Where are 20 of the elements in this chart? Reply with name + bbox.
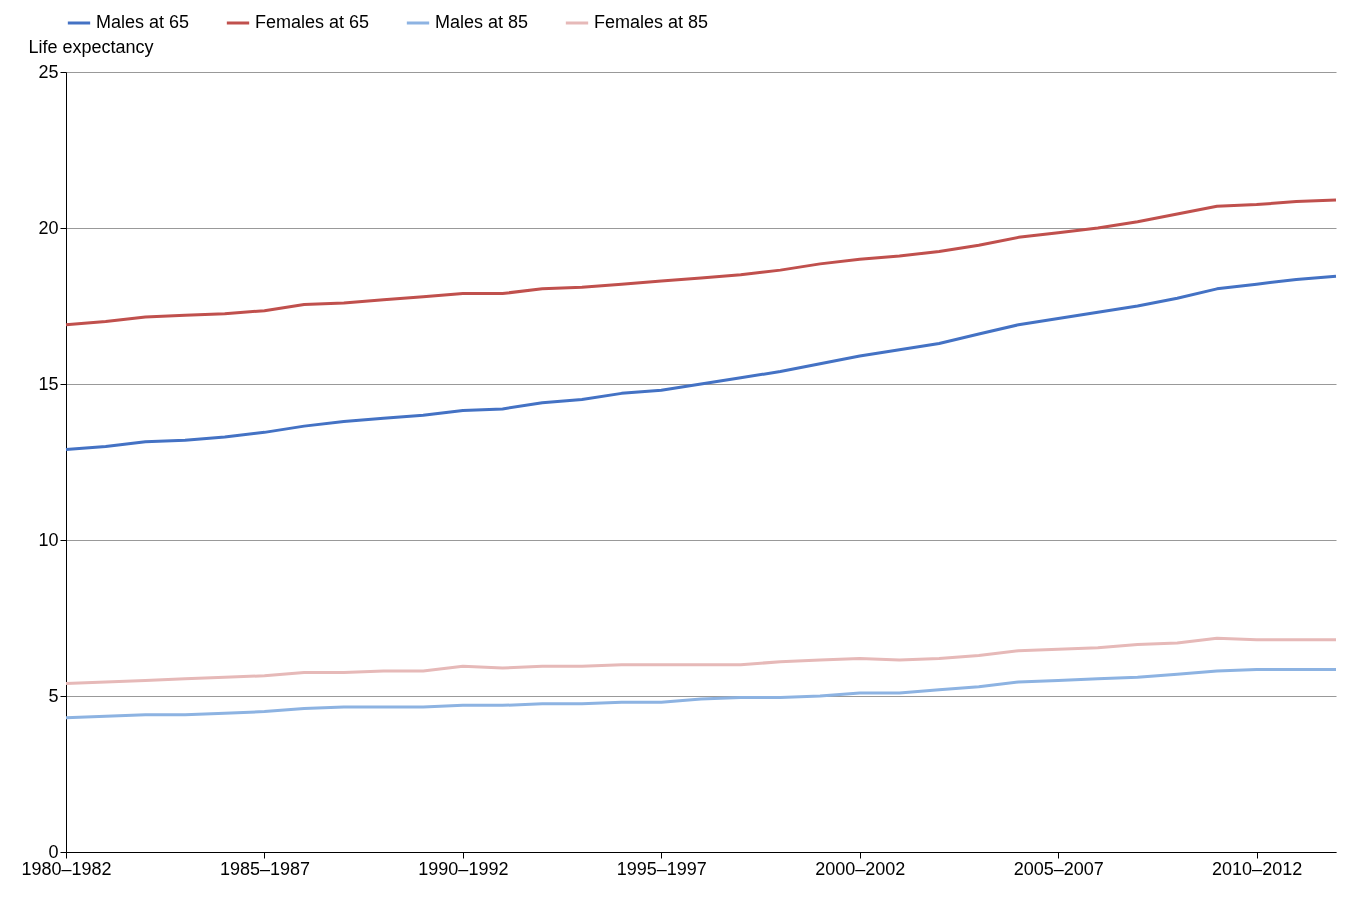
legend-label: Males at 85 (435, 12, 529, 32)
x-tick-label: 2010–2012 (1212, 858, 1303, 879)
x-tick-label: 1990–1992 (418, 858, 509, 879)
line-series (64, 667, 1338, 720)
y-axis-title: Life expectancy (28, 36, 154, 57)
y-tick-label: 5 (48, 685, 59, 706)
legend-label: Males at 65 (96, 12, 190, 32)
y-tick-label: 20 (38, 217, 59, 238)
legend-label: Females at 85 (594, 12, 709, 32)
line-series (64, 198, 1338, 327)
y-tick-label: 15 (38, 373, 59, 394)
x-tick-label: 1995–1997 (616, 858, 707, 879)
y-tick-label: 10 (38, 529, 59, 550)
legend-label: Females at 65 (255, 12, 370, 32)
x-tick-label: 2000–2002 (815, 858, 906, 879)
x-tick-label: 2005–2007 (1013, 858, 1104, 879)
y-tick-label: 25 (38, 61, 59, 82)
line-series (64, 636, 1338, 686)
line-series (64, 274, 1338, 452)
x-tick-label: 1985–1987 (219, 858, 310, 879)
